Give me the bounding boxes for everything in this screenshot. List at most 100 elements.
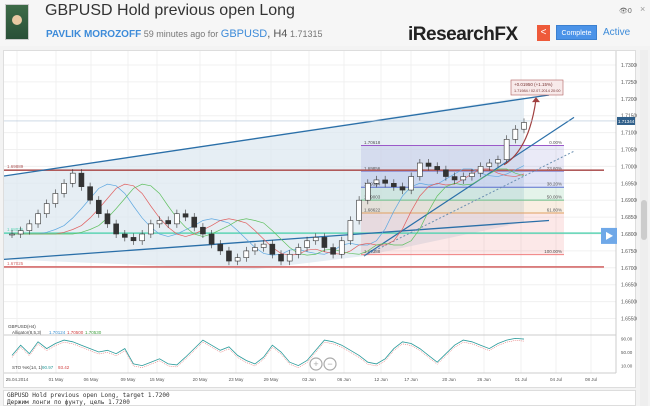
candle bbox=[364, 183, 371, 201]
current-price-label: 1.71344 bbox=[618, 119, 635, 124]
candle bbox=[399, 186, 406, 191]
annotation-text: 1.71984 / 02.07.2014 20:00 bbox=[514, 89, 560, 93]
stoch-value: 90.97 bbox=[42, 365, 54, 370]
candle bbox=[278, 253, 284, 262]
price-tick: 1.67000 bbox=[621, 266, 637, 272]
date-tick: 01 May bbox=[49, 377, 65, 382]
price: 1.71315 bbox=[289, 29, 323, 39]
candle bbox=[295, 247, 302, 255]
date-tick: 03 Jun bbox=[302, 377, 316, 382]
channel-upper-line bbox=[4, 94, 550, 177]
alligator-label: Alligator(8,5,3) bbox=[12, 330, 42, 335]
fib-pct-label: 0.00% bbox=[549, 140, 562, 145]
arrow-head bbox=[532, 97, 540, 103]
avatar[interactable] bbox=[5, 4, 29, 40]
candle bbox=[156, 220, 163, 225]
price-tick: 1.66000 bbox=[621, 300, 637, 306]
stoch-tick: 50.00 bbox=[621, 350, 633, 355]
chart[interactable]: 1.73000 1.72500 1.72000 1.71500 1.71000 1.705… bbox=[3, 50, 637, 389]
candle bbox=[148, 223, 154, 235]
candle bbox=[338, 240, 345, 255]
candle bbox=[495, 159, 501, 164]
hline-label: 1.67025 bbox=[7, 261, 24, 266]
candle bbox=[373, 179, 380, 184]
fib-price-label: 1.69856 bbox=[364, 166, 381, 171]
header: GBPUSD Hold previous open Long PAVLIK MO… bbox=[0, 0, 650, 46]
annotation-box bbox=[510, 79, 564, 96]
candle bbox=[443, 169, 449, 177]
stoch-signal-line bbox=[11, 340, 525, 368]
candle bbox=[425, 162, 432, 167]
candle bbox=[347, 220, 354, 242]
close-icon[interactable]: × bbox=[640, 4, 646, 14]
chart-svg[interactable]: 1.73000 1.72500 1.72000 1.71500 1.71000 1.705… bbox=[4, 51, 637, 389]
projection-arrow bbox=[503, 99, 537, 166]
date-tick: 06 May bbox=[84, 377, 100, 382]
idea-meta: PAVLIK MOROZOFF 59 minutes ago for GBPUS… bbox=[46, 28, 322, 40]
hline-label: 1.69889 bbox=[7, 164, 24, 169]
candle bbox=[477, 166, 484, 174]
description-line: Держим лонги по фунту, цель 1.7200 bbox=[7, 399, 130, 406]
date-tick: 23 May bbox=[229, 377, 245, 382]
date-tick: 20 May bbox=[193, 377, 209, 382]
candle bbox=[260, 243, 267, 248]
logo: iResearchFX bbox=[408, 24, 518, 45]
price-tick: 1.71000 bbox=[621, 131, 637, 137]
play-icon bbox=[606, 231, 613, 240]
candle bbox=[52, 193, 59, 204]
status-active: Active bbox=[603, 27, 631, 38]
candle bbox=[382, 179, 388, 184]
fib-price-label: 1.69384 bbox=[364, 182, 381, 187]
candle bbox=[243, 250, 250, 258]
share-icon[interactable]: < bbox=[537, 25, 550, 41]
zoom-in-button[interactable] bbox=[309, 357, 323, 371]
complete-button[interactable]: Complete bbox=[556, 25, 597, 40]
candle bbox=[252, 247, 258, 252]
scrollbar[interactable] bbox=[640, 50, 648, 406]
stoch-line bbox=[11, 337, 525, 367]
hline-label: 1.68026 bbox=[7, 227, 24, 232]
candle bbox=[486, 162, 493, 167]
date-tick: 06 Jun bbox=[337, 377, 351, 382]
candle bbox=[113, 223, 119, 235]
alligator-value: 1.70500 bbox=[67, 330, 84, 335]
date-tick: 04 Jul bbox=[550, 377, 562, 382]
candle bbox=[87, 186, 93, 201]
symbol-link[interactable]: GBPUSD bbox=[220, 28, 268, 40]
candle bbox=[286, 253, 293, 262]
price-tick: 1.71500 bbox=[621, 114, 637, 120]
fib-price-label: 1.70618 bbox=[364, 140, 381, 145]
stoch-tick: 10.00 bbox=[621, 364, 633, 369]
time-ago: 59 minutes ago for bbox=[143, 29, 219, 39]
candle bbox=[35, 213, 41, 225]
candle bbox=[269, 243, 276, 255]
author-link[interactable]: PAVLIK MOROZOFF bbox=[46, 29, 142, 40]
idea-title: GBPUSD Hold previous open Long bbox=[45, 2, 295, 19]
candle bbox=[312, 237, 319, 242]
candle bbox=[122, 233, 128, 238]
price-tick: 1.65500 bbox=[621, 317, 637, 323]
candle bbox=[26, 223, 33, 231]
candle bbox=[503, 139, 510, 160]
stoch-tick: 90.00 bbox=[621, 336, 633, 341]
fib-pct-label: 38.20% bbox=[547, 182, 562, 187]
fib-pct-label: 50.00% bbox=[547, 195, 562, 200]
candle bbox=[408, 176, 414, 191]
candle bbox=[460, 176, 467, 181]
candle bbox=[451, 176, 458, 181]
stoch-value: 93.42 bbox=[58, 365, 70, 370]
date-tick: 15 May bbox=[150, 377, 166, 382]
zoom-out-button[interactable] bbox=[323, 357, 337, 371]
candle bbox=[391, 183, 397, 187]
zoom-in-button-icon: + bbox=[313, 359, 318, 369]
date-tick: 17 Jun bbox=[404, 377, 418, 382]
zoom-out-button-icon: − bbox=[327, 359, 332, 369]
stoch-label: STO %K(14, 1) bbox=[12, 365, 43, 370]
scrollbar-thumb[interactable] bbox=[641, 200, 647, 240]
candle bbox=[78, 172, 85, 187]
price-tick: 1.68500 bbox=[621, 215, 637, 221]
fib-zone bbox=[361, 200, 564, 213]
candle bbox=[61, 183, 67, 194]
date-tick: 08 Jul bbox=[585, 377, 597, 382]
candle bbox=[165, 220, 172, 225]
